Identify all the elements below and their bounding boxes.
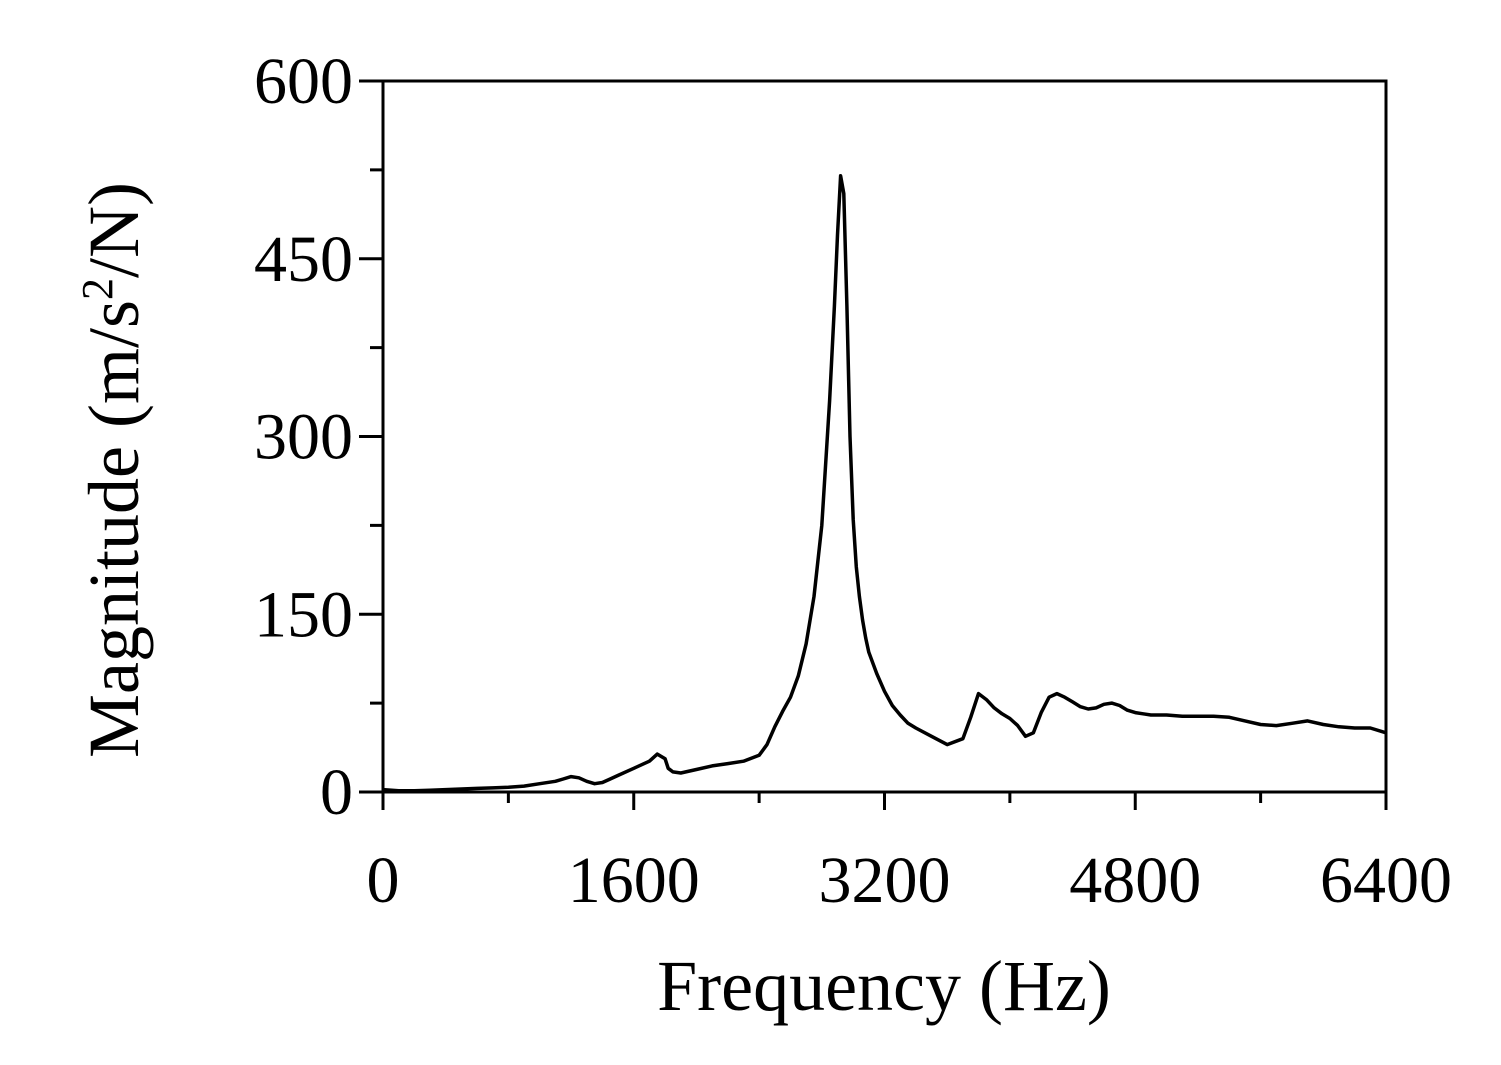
y-tick-label: 300 (254, 401, 353, 474)
magnitude-series-line (382, 174, 1387, 793)
y-tick-label: 0 (320, 756, 353, 829)
y-axis-title: Magnitude (m/s2/N) (73, 182, 154, 758)
y-tick-label: 450 (254, 223, 353, 296)
axis-ticks (359, 79, 1388, 810)
axis-tick-labels: 0 1600 3200 4800 6400 0 150 300 450 600 (254, 45, 1452, 917)
x-tick-label: 3200 (819, 844, 951, 917)
x-tick-label: 6400 (1320, 844, 1452, 917)
plot-frame (381, 79, 1388, 794)
y-tick-label: 150 (254, 578, 353, 651)
x-tick-label: 1600 (568, 844, 700, 917)
x-axis-title: Frequency (Hz) (657, 946, 1111, 1026)
x-tick-label: 4800 (1069, 844, 1201, 917)
x-tick-label: 0 (367, 844, 400, 917)
y-axis-title-superscript: 2 (73, 278, 122, 300)
y-tick-label: 600 (254, 45, 353, 118)
y-axis-title-end: /N) (74, 182, 154, 278)
y-axis-title-main: Magnitude (m/s (74, 300, 154, 758)
